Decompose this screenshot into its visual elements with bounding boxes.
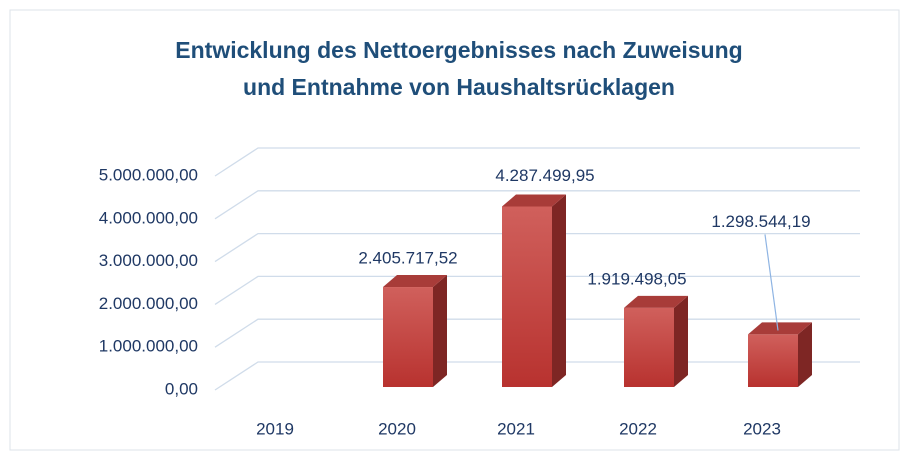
chart-title: Entwicklung des Nettoergebnisses nach Zu… — [175, 37, 742, 63]
y-tick-label: 3.000.000,00 — [99, 251, 198, 270]
y-tick-label: 5.000.000,00 — [99, 165, 198, 184]
bar-top — [502, 194, 566, 207]
bar — [383, 275, 447, 387]
bar-side — [433, 275, 447, 387]
bar-top — [748, 322, 812, 335]
x-tick-label: 2022 — [619, 419, 657, 438]
grid-line — [214, 190, 860, 220]
x-tick-label: 2023 — [743, 419, 781, 438]
value-label: 2.405.717,52 — [358, 249, 457, 268]
bar-front — [748, 334, 798, 387]
x-tick-label: 2019 — [256, 419, 294, 438]
grid-line — [214, 147, 860, 177]
grid-line — [214, 275, 860, 305]
bar-top — [383, 275, 447, 288]
y-tick-label: 2.000.000,00 — [99, 294, 198, 313]
bar — [748, 322, 812, 387]
y-tick-label: 0,00 — [165, 379, 198, 398]
grid-line — [214, 232, 860, 263]
bar-front — [624, 307, 674, 387]
value-label: 1.298.544,19 — [711, 212, 810, 231]
value-label: 4.287.499,95 — [495, 166, 594, 185]
y-tick-label: 4.000.000,00 — [99, 208, 198, 227]
bar-side — [674, 295, 688, 387]
bar-side — [798, 322, 812, 387]
bar — [502, 194, 566, 387]
bar-front — [383, 287, 433, 387]
bar — [624, 295, 688, 387]
value-label: 1.919.498,05 — [587, 269, 686, 288]
bar-front — [502, 206, 552, 387]
y-tick-label: 1.000.000,00 — [99, 337, 198, 356]
chart-title: und Entnahme von Haushaltsrücklagen — [243, 74, 675, 100]
x-tick-label: 2021 — [497, 419, 535, 438]
bar-side — [552, 194, 566, 387]
x-tick-label: 2020 — [378, 419, 416, 438]
bar-top — [624, 295, 688, 308]
leader-line — [764, 234, 779, 331]
